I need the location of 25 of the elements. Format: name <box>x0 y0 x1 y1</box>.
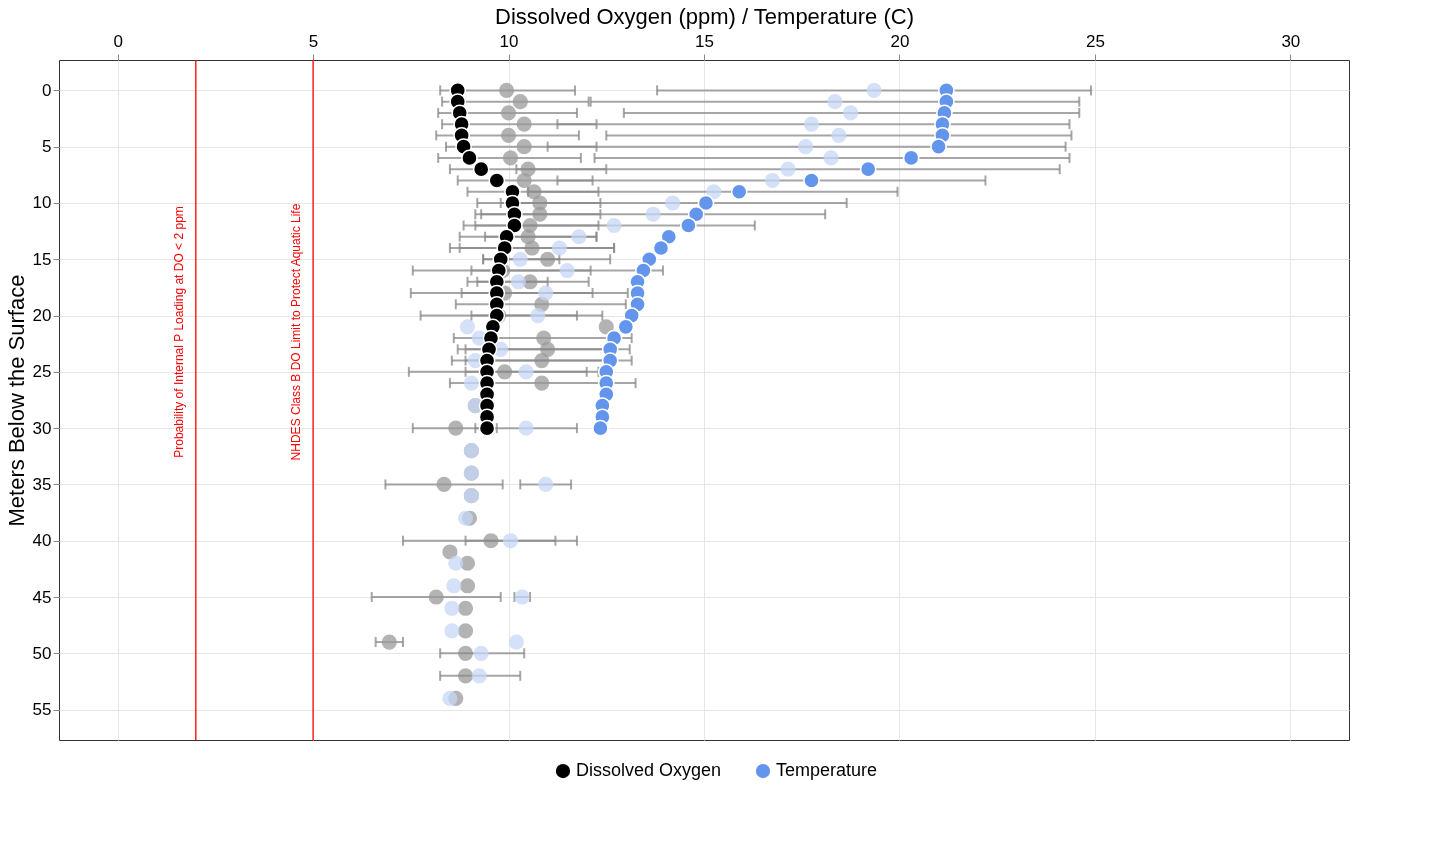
x-axis-title: Dissolved Oxygen (ppm) / Temperature (C) <box>495 3 914 29</box>
x-tick-label: 10 <box>499 31 519 51</box>
ref-line-label: Probability of Internal P Loading at DO < 2 ppm <box>171 206 186 458</box>
x-tick-label: 0 <box>113 31 123 51</box>
ref-line-label: NHDES Class B DO Limit to Protect Aquatic Life <box>289 203 304 461</box>
y-tick-label: 50 <box>32 643 52 663</box>
y-tick-label: 15 <box>32 249 52 269</box>
y-tick-label: 20 <box>32 306 52 326</box>
x-tick-label: 25 <box>1085 31 1105 51</box>
y-tick-label: 30 <box>32 418 52 438</box>
x-tick-label: 20 <box>890 31 910 51</box>
y-tick-label: 45 <box>32 587 52 607</box>
y-tick-label: 35 <box>32 474 52 494</box>
y-tick-label: 0 <box>42 80 52 100</box>
x-tick-label: 15 <box>695 31 714 51</box>
y-tick-label: 25 <box>32 362 52 382</box>
y-tick-label: 10 <box>32 193 52 213</box>
y-tick-label: 5 <box>42 137 52 157</box>
y-tick-label: 55 <box>32 700 52 720</box>
legend-label: Dissolved Oxygen <box>576 760 722 781</box>
legend-label: Temperature <box>776 760 878 781</box>
x-tick-label: 5 <box>308 31 319 51</box>
x-tick-label: 30 <box>1281 31 1301 51</box>
y-tick-label: 40 <box>32 531 52 551</box>
y-axis-title: Meters Below the Surface <box>3 274 29 527</box>
